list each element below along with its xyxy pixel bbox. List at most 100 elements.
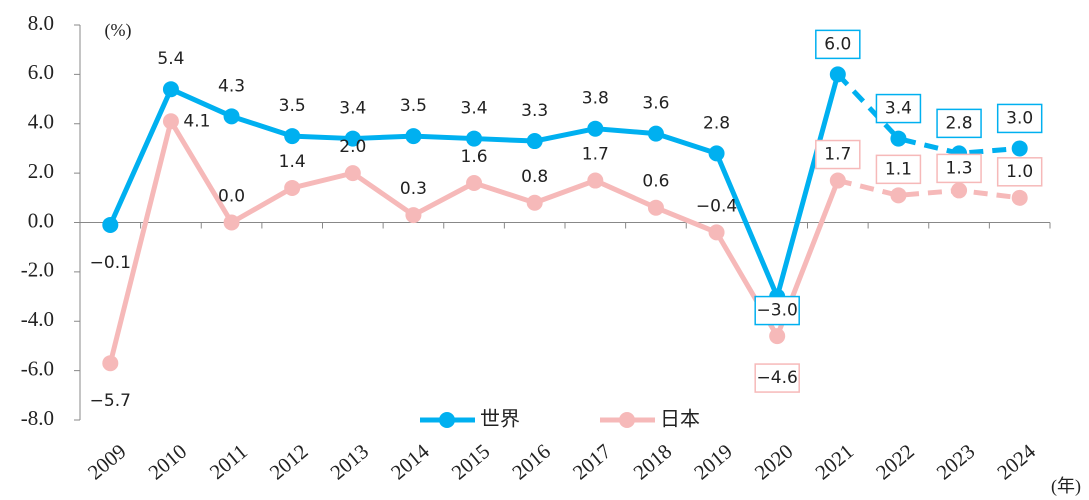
legend-label: 世界 [480, 407, 520, 431]
data-label: 1.6 [461, 147, 488, 167]
label-box [815, 139, 861, 170]
marker [769, 328, 786, 345]
x-tick-label: 2014 [386, 439, 434, 485]
data-label: 3.5 [279, 96, 306, 116]
x-tick-label: 2019 [689, 439, 737, 484]
data-label: 3.4 [885, 99, 912, 119]
marker [647, 199, 664, 216]
data-label: 1.7 [824, 145, 851, 165]
x-tick-label: 2011 [205, 439, 252, 484]
x-tick-label: 2015 [447, 439, 495, 484]
y-tick-label: 0.0 [28, 208, 54, 232]
marker [405, 207, 422, 224]
legend-label: 日本 [660, 407, 700, 431]
marker [284, 179, 301, 196]
x-tick-label: 2018 [629, 439, 677, 484]
label-box [754, 295, 800, 326]
y-tick-label: 8.0 [28, 11, 54, 35]
marker [284, 128, 301, 145]
y-tick-label: 6.0 [28, 60, 54, 84]
data-label: −4.6 [757, 368, 798, 388]
marker [708, 145, 725, 162]
label-box [996, 103, 1043, 134]
data-label: 4.1 [183, 111, 210, 131]
x-tick-label: 2009 [83, 439, 131, 484]
marker [829, 172, 846, 189]
data-label: 3.0 [1006, 108, 1033, 128]
legend-marker [439, 412, 455, 428]
marker [526, 133, 543, 150]
data-label: −5.7 [90, 391, 131, 411]
marker [405, 128, 422, 145]
series-line [835, 72, 1020, 156]
data-label: −0.4 [696, 196, 737, 216]
data-label: 5.4 [157, 49, 184, 69]
marker [162, 81, 179, 98]
label-box [815, 29, 861, 60]
label-box [936, 153, 982, 184]
marker [890, 130, 907, 147]
marker [1011, 189, 1028, 206]
data-label: 0.0 [218, 187, 245, 207]
data-label: 3.8 [582, 89, 609, 109]
data-label: −3.0 [757, 301, 798, 321]
data-label: 1.7 [582, 145, 609, 165]
data-label: 3.3 [521, 101, 548, 121]
marker [708, 224, 725, 241]
series-line [837, 178, 1020, 201]
marker [587, 172, 604, 189]
marker [102, 355, 119, 372]
label-box [875, 154, 922, 185]
marker [162, 113, 179, 130]
marker [223, 214, 240, 231]
data-label: 3.4 [339, 99, 366, 119]
data-label: 2.0 [339, 137, 366, 157]
marker [466, 175, 483, 191]
marker [526, 194, 543, 211]
y-tick-label: -6.0 [21, 356, 54, 380]
x-tick-label: 2021 [811, 439, 859, 484]
label-box [936, 108, 982, 139]
marker [344, 165, 361, 182]
y-unit: (%) [105, 20, 132, 41]
marker [951, 182, 968, 199]
data-label: 1.3 [946, 158, 973, 178]
marker [102, 216, 119, 233]
x-unit: (年) [1051, 476, 1081, 497]
data-label: 6.0 [824, 34, 851, 54]
data-label: 1.1 [885, 159, 912, 179]
data-label: 4.3 [218, 76, 245, 96]
data-label: 0.8 [521, 167, 548, 187]
data-label: 2.8 [946, 113, 973, 133]
x-tick-label: 2020 [750, 439, 798, 484]
data-label: 3.6 [642, 94, 669, 114]
data-label: 3.4 [461, 99, 488, 119]
marker [344, 130, 361, 147]
data-label: 2.8 [703, 113, 730, 133]
marker [587, 120, 604, 137]
data-label: 1.0 [1006, 162, 1033, 182]
x-tick-label: 2013 [326, 439, 374, 484]
x-tick-label: 2012 [265, 439, 313, 484]
y-tick-label: -8.0 [21, 406, 54, 430]
y-tick-label: -2.0 [21, 258, 54, 282]
data-label: 0.3 [400, 179, 427, 199]
data-label: 3.5 [400, 96, 427, 116]
marker [1011, 140, 1028, 157]
marker [890, 187, 907, 204]
marker [466, 130, 483, 147]
legend-marker [619, 412, 635, 428]
y-tick-label: -4.0 [21, 307, 54, 331]
data-label: 0.6 [642, 172, 669, 192]
x-tick-label: 2022 [871, 439, 919, 484]
label-box [875, 93, 922, 124]
y-tick-label: 2.0 [28, 159, 54, 183]
x-tick-label: 2024 [992, 439, 1040, 485]
label-box [754, 363, 800, 393]
marker [829, 66, 846, 83]
data-label: −0.1 [90, 253, 131, 273]
y-tick-label: 4.0 [28, 110, 54, 134]
x-tick-label: 2017 [568, 439, 616, 484]
marker [647, 125, 664, 142]
